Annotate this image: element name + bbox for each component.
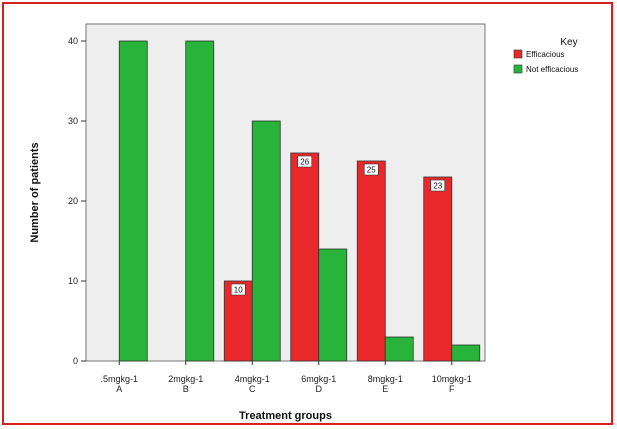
legend-label: Efficacious — [526, 50, 565, 59]
bar-not-efficacious — [451, 344, 481, 362]
data-label-box — [363, 163, 379, 176]
x-tick-group-label: D — [316, 384, 323, 394]
bar-not-efficacious — [384, 336, 414, 362]
data-label: 25 — [367, 166, 376, 175]
x-tick-group-label: A — [116, 384, 122, 394]
legend-swatch — [513, 49, 523, 59]
y-axis-title: Number of patients — [29, 142, 41, 242]
bar-not-efficacious — [118, 40, 148, 362]
x-tick-group-label: C — [249, 384, 256, 394]
x-tick-label: 2mgkg-1 — [168, 374, 203, 384]
legend-swatch — [513, 64, 523, 74]
y-tick-label: 20 — [68, 196, 78, 206]
x-tick-label: .5mgkg-1 — [100, 374, 138, 384]
x-tick-group-label: F — [449, 384, 455, 394]
bar-efficacious — [290, 152, 320, 362]
data-label: 23 — [433, 182, 442, 191]
bar-not-efficacious — [318, 248, 348, 362]
legend-title: Key — [560, 37, 577, 48]
x-tick-label: 4mgkg-1 — [235, 374, 270, 384]
y-tick-label: 40 — [68, 36, 78, 46]
y-tick-label: 30 — [68, 116, 78, 126]
bar-not-efficacious — [251, 120, 281, 362]
bar-not-efficacious — [185, 40, 215, 362]
bar-efficacious — [356, 160, 386, 362]
data-label: 10 — [234, 286, 243, 295]
data-label: 26 — [300, 158, 309, 167]
bar-efficacious — [423, 176, 453, 362]
legend-label: Not efficacious — [526, 65, 578, 74]
x-tick-group-label: E — [382, 384, 388, 394]
x-tick-label: 6mgkg-1 — [301, 374, 336, 384]
data-label-box — [430, 179, 446, 192]
x-tick-group-label: B — [183, 384, 189, 394]
y-tick-label: 0 — [73, 356, 78, 366]
plot-area — [85, 23, 486, 362]
x-axis-title: Treatment groups — [239, 410, 332, 422]
data-label-box — [230, 283, 246, 296]
x-tick-label: 8mgkg-1 — [368, 374, 403, 384]
y-tick-label: 10 — [68, 276, 78, 286]
x-tick-label: 10mgkg-1 — [432, 374, 472, 384]
data-label-box — [297, 155, 313, 168]
